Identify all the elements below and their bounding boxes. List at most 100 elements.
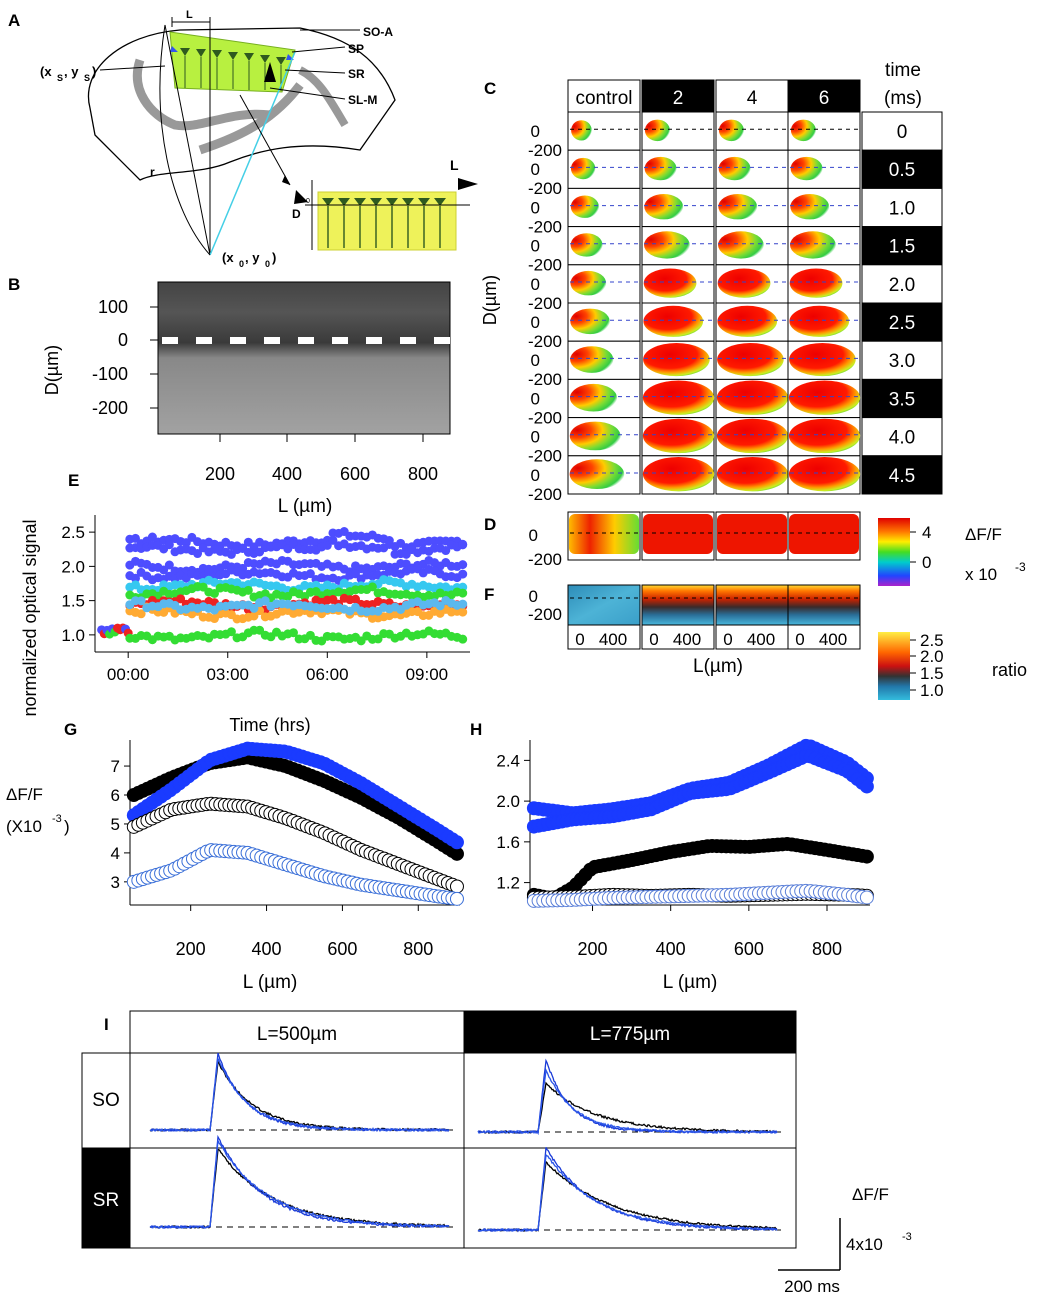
- g-data-points: [126, 741, 464, 906]
- c-ytick-neg: -200: [528, 141, 562, 160]
- layer-sr: SR: [348, 67, 365, 81]
- e-point: [458, 540, 468, 550]
- dg-band: [298, 66, 349, 128]
- e-xlabel: Time (hrs): [229, 715, 310, 735]
- d-ytick-neg: -200: [528, 550, 562, 569]
- c-activity-map: [569, 421, 621, 451]
- f-xticks: 0 400 0 400 0 400 0 400: [575, 630, 847, 649]
- svg-text:): ): [64, 817, 70, 836]
- panel-label-d: D: [484, 515, 496, 534]
- trace: [477, 1067, 778, 1135]
- e-point: [136, 609, 146, 619]
- c-col-header-label: 6: [819, 88, 830, 109]
- e-point: [384, 539, 394, 549]
- svg-text:(x: (x: [40, 64, 52, 79]
- c-yticks: 0-2000-2000-2000-2000-2000-2000-2000-200…: [528, 122, 562, 504]
- f-axis-cell: [787, 624, 861, 650]
- d-activity-map: [789, 514, 859, 554]
- data-point: [859, 849, 874, 864]
- e-point: [458, 588, 468, 598]
- b-xlabel: L (µm): [278, 496, 333, 517]
- c-activity-map: [788, 380, 861, 415]
- panel-label-i: I: [104, 1015, 109, 1034]
- f-xtick-0: 0: [795, 630, 804, 649]
- svg-text:(x: (x: [222, 250, 234, 265]
- panel-label-b: B: [8, 275, 20, 294]
- panel-g: G ΔF/F (X10 -3 ) 7 6 5 4 3 200 400 600 800 L (µm…: [6, 720, 464, 993]
- e-point: [193, 549, 203, 559]
- c-time-labels: 0 0.5 1.0 1.5 2.0 2.5 3.0 3.5 4.0 4.5: [861, 111, 943, 495]
- c-ytick-zero: 0: [531, 466, 540, 485]
- xtick-label: 200: [176, 939, 206, 959]
- layer-sl-m: SL-M: [348, 93, 377, 107]
- g-axes: 7 6 5 4 3 200 400 600 800: [111, 740, 460, 959]
- e-point: [130, 573, 140, 583]
- c-time-label: 2.0: [889, 275, 915, 296]
- ytick-label: 5: [111, 815, 120, 834]
- e-point: [328, 535, 338, 545]
- ytick-label: 6: [111, 786, 120, 805]
- layer-so-a: SO-A: [363, 25, 393, 39]
- c-activity-map: [788, 456, 861, 492]
- data-point: [449, 846, 464, 861]
- e-point: [136, 596, 146, 606]
- c-activity-map: [789, 268, 843, 298]
- c-activity-map: [718, 119, 744, 142]
- data-point: [449, 879, 464, 894]
- ytick-label: 3: [111, 873, 120, 892]
- dff-tick-4: 4: [922, 523, 931, 542]
- c-activity-map: [569, 383, 617, 412]
- c-ytick-neg: -200: [528, 332, 562, 351]
- e-xtick-label: 06:00: [306, 665, 349, 684]
- c-activity-map: [571, 120, 592, 141]
- xtick-label: 600: [327, 939, 357, 959]
- h-xlabel: L (µm): [663, 972, 718, 993]
- c-ylabel: D(µm): [480, 275, 500, 325]
- grid-col1: [129, 1052, 465, 1249]
- svg-text:S: S: [84, 73, 90, 83]
- c-activity-map: [716, 418, 789, 454]
- b-yticks: 100 0 -100 -200: [92, 297, 158, 418]
- radius-line-cyan: [209, 51, 296, 256]
- scale-y-value: 4x10 -3: [846, 1231, 912, 1254]
- c-cell-frame: [715, 111, 789, 151]
- f-xtick-400: 400: [599, 630, 627, 649]
- c-ytick-zero: 0: [531, 160, 540, 179]
- c-activity-map: [644, 119, 670, 142]
- g-xlabel: L (µm): [243, 972, 298, 993]
- c-activity-map: [642, 418, 715, 454]
- panel-i: I L=500µm L=775µm SO SR ΔF/F 4x10 -3 200…: [81, 1010, 912, 1296]
- ratio-ticks: 2.52.01.51.0: [910, 631, 944, 700]
- e-point: [164, 540, 174, 550]
- row-sr: [81, 1147, 131, 1249]
- sp-dash: [298, 337, 314, 344]
- e-point: [249, 611, 259, 621]
- c-ytick-neg: -200: [528, 485, 562, 504]
- panel-label-a: A: [8, 11, 20, 30]
- dff-tick-0: 0: [922, 553, 931, 572]
- sp-dash: [264, 337, 280, 344]
- c-time-box: [861, 149, 943, 189]
- panel-h: H 2.4 2.0 1.6 1.2 200 400 600 800 L (µm): [470, 720, 874, 993]
- c-ytick-neg: -200: [528, 256, 562, 275]
- data-point: [859, 890, 874, 905]
- time-header: time: [885, 60, 921, 81]
- c-map-grid: [567, 111, 861, 495]
- e-ytick-label: 2.0: [61, 557, 85, 576]
- i-traces: [149, 1052, 783, 1233]
- c-activity-map: [644, 194, 684, 220]
- d-map-row: [567, 511, 861, 561]
- h-axes: 2.4 2.0 1.6 1.2 200 400 600 800: [496, 740, 870, 959]
- ratio-tick-label: 1.5: [920, 664, 944, 683]
- row-so-label: SO: [92, 1090, 119, 1111]
- c-activity-map: [570, 308, 610, 335]
- c-activity-map: [716, 456, 789, 492]
- c-col-header-label: control: [575, 88, 632, 109]
- dff-colorbar: [878, 518, 910, 586]
- e-point: [458, 599, 468, 609]
- row-so: [81, 1052, 131, 1149]
- ratio-colorbar: [878, 632, 910, 700]
- c-activity-map: [717, 342, 784, 377]
- panel-label-e: E: [68, 471, 79, 490]
- xtick-label: 200: [578, 939, 608, 959]
